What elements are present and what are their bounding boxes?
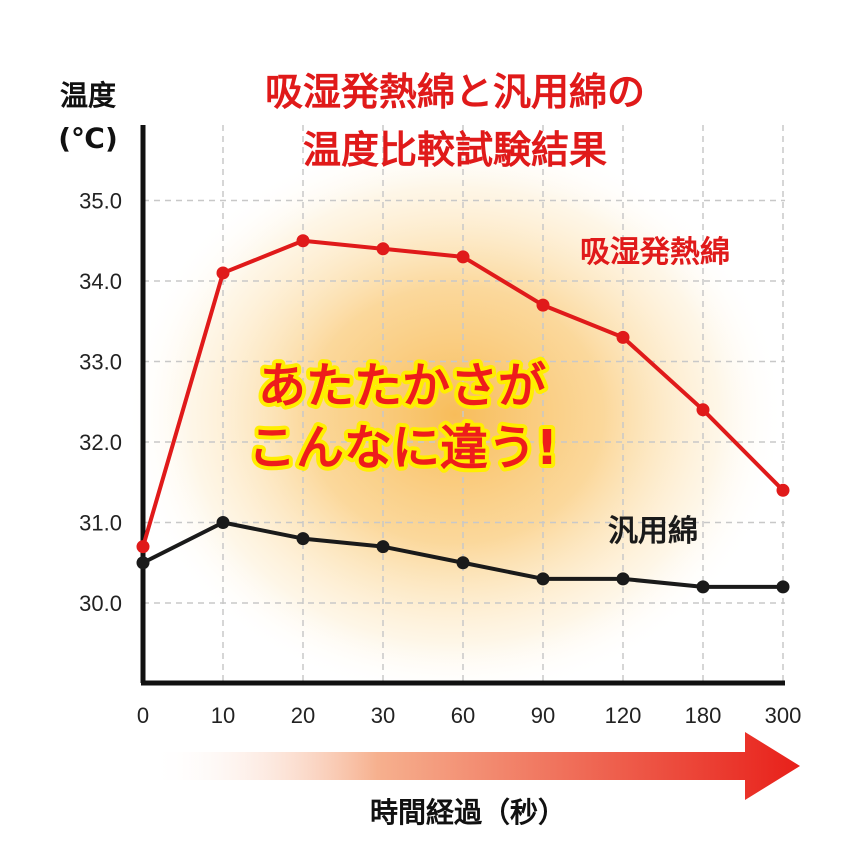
- callout-line1: あたたかさが: [258, 358, 546, 414]
- x-tick-label-7: 180: [685, 703, 722, 728]
- series-0-point-0: [136, 540, 150, 554]
- x-tick-label-2: 20: [291, 703, 315, 728]
- series-1-point-5: [536, 572, 550, 586]
- y-tick-label-5: 35.0: [79, 189, 122, 214]
- series-1-point-7: [696, 580, 710, 594]
- y-tick-label-4: 34.0: [79, 269, 122, 294]
- series-label-kyushitsu: 吸湿発熱綿: [580, 235, 730, 270]
- callout-line2: こんなに違う!: [248, 420, 558, 476]
- series-1-point-0: [136, 556, 150, 570]
- series-1-point-8: [776, 580, 790, 594]
- series-0-point-2: [296, 234, 310, 248]
- y-axis-label-line2: (℃): [58, 122, 118, 155]
- series-0-point-6: [616, 330, 630, 344]
- series-1-point-1: [216, 516, 230, 529]
- series-0-point-7: [696, 403, 710, 417]
- time-arrow: [150, 732, 800, 800]
- y-tick-label-3: 33.0: [79, 350, 122, 375]
- y-tick-label-1: 31.0: [79, 511, 122, 536]
- series-0-point-3: [376, 242, 390, 256]
- x-tick-label-3: 30: [371, 703, 395, 728]
- x-tick-label-6: 120: [605, 703, 642, 728]
- x-tick-label-4: 60: [451, 703, 475, 728]
- y-axis-label-line1: 温度: [60, 79, 116, 112]
- series-0-point-4: [456, 250, 470, 264]
- series-group: [136, 234, 790, 594]
- series-0-point-5: [536, 298, 550, 312]
- x-tick-label-1: 10: [211, 703, 235, 728]
- y-tick-label-0: 30.0: [79, 591, 122, 616]
- series-1-point-2: [296, 532, 310, 546]
- series-1-point-4: [456, 556, 470, 570]
- x-axis-label: 時間経過（秒）: [370, 796, 566, 829]
- x-tick-label-0: 0: [137, 703, 149, 728]
- y-tick-labels: 30.0 31.0 32.0 33.0 34.0 35.0: [79, 189, 122, 617]
- chart-title-line2: 温度比較試験結果: [303, 128, 607, 172]
- axes: [140, 125, 785, 686]
- chart-title-line1: 吸湿発熱綿と汎用綿の: [265, 70, 645, 114]
- y-tick-label-2: 32.0: [79, 430, 122, 455]
- x-tick-label-5: 90: [531, 703, 555, 728]
- x-tick-label-8: 300: [765, 703, 802, 728]
- x-tick-labels: 0 10 20 30 60 90 120 180 300: [137, 703, 801, 728]
- series-0-point-1: [216, 266, 230, 280]
- series-label-hanyou: 汎用綿: [608, 514, 698, 549]
- series-0-point-8: [776, 483, 790, 497]
- series-1-point-6: [616, 572, 630, 586]
- series-1-point-3: [376, 540, 390, 554]
- warmth-glow: [125, 130, 785, 700]
